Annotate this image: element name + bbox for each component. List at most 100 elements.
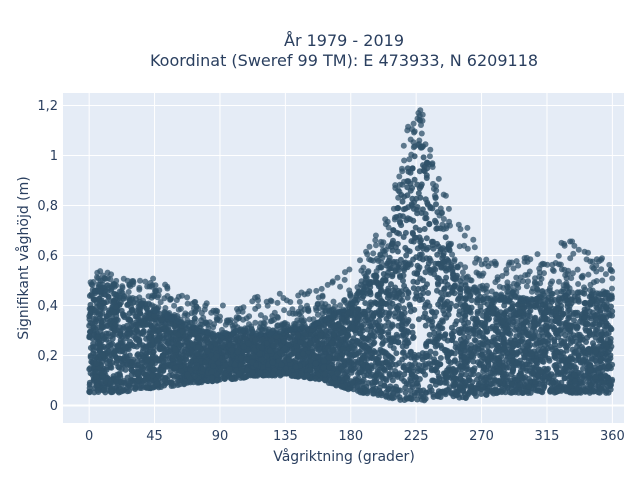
data-point	[397, 218, 403, 225]
data-point	[603, 331, 610, 338]
data-point	[551, 353, 558, 360]
data-point	[385, 329, 392, 336]
data-point	[378, 348, 385, 355]
data-point	[532, 341, 539, 348]
data-point	[469, 367, 476, 374]
data-point	[307, 340, 314, 347]
data-point	[435, 281, 442, 288]
data-point	[526, 330, 532, 337]
data-point	[538, 315, 545, 322]
data-point	[363, 387, 370, 394]
data-point	[362, 300, 369, 307]
data-point	[437, 342, 444, 349]
data-point	[155, 372, 162, 379]
data-point	[147, 362, 154, 369]
data-point	[395, 371, 402, 378]
data-point	[230, 336, 237, 343]
data-point	[428, 238, 435, 245]
data-point	[92, 354, 99, 361]
data-point	[354, 382, 361, 389]
data-point	[565, 312, 572, 319]
data-point	[422, 389, 429, 396]
data-point	[602, 319, 609, 326]
data-point	[228, 376, 235, 383]
data-point	[394, 248, 401, 255]
data-point	[434, 287, 440, 294]
data-point	[540, 338, 547, 344]
data-point	[390, 287, 397, 294]
data-point	[306, 367, 313, 373]
data-point	[477, 303, 484, 310]
data-point	[326, 364, 333, 371]
data-point	[525, 383, 532, 390]
data-point	[95, 333, 102, 340]
data-point	[425, 290, 432, 296]
data-point	[101, 387, 108, 394]
data-point	[338, 366, 345, 373]
data-point	[478, 391, 485, 397]
data-point	[388, 281, 394, 288]
data-point	[86, 322, 93, 329]
data-point	[453, 318, 460, 325]
data-point	[428, 308, 435, 315]
data-point	[103, 299, 110, 306]
data-point	[467, 388, 474, 395]
data-point	[402, 205, 409, 212]
data-point	[404, 395, 410, 402]
data-point	[563, 347, 570, 354]
data-point	[386, 372, 393, 378]
chart-title-line-1: År 1979 - 2019	[284, 31, 404, 50]
data-point	[362, 317, 369, 324]
data-point	[416, 227, 423, 234]
data-point	[377, 323, 384, 329]
data-point	[442, 278, 448, 285]
data-point	[415, 387, 422, 394]
data-point	[453, 274, 460, 281]
data-point	[456, 329, 463, 336]
data-point	[433, 365, 440, 372]
data-point	[382, 354, 389, 361]
data-point	[551, 362, 558, 369]
data-point	[427, 361, 434, 368]
data-point	[395, 267, 402, 273]
data-point	[555, 334, 562, 341]
data-point	[422, 310, 429, 317]
data-point	[423, 215, 430, 222]
data-point	[557, 326, 564, 332]
data-point	[539, 358, 546, 365]
data-point	[119, 311, 126, 318]
data-point	[423, 315, 430, 321]
data-point	[378, 287, 385, 293]
data-point	[434, 240, 440, 247]
data-point	[574, 309, 581, 316]
data-point	[435, 301, 442, 308]
data-point	[521, 348, 528, 354]
data-point	[590, 388, 597, 395]
data-point	[107, 333, 114, 340]
data-point	[594, 298, 601, 305]
data-point	[462, 371, 469, 378]
data-point	[597, 385, 604, 392]
data-point	[451, 290, 458, 297]
data-point	[501, 344, 508, 351]
data-point	[561, 375, 568, 382]
data-point	[415, 316, 422, 323]
data-point	[480, 365, 487, 372]
data-point	[447, 389, 454, 396]
data-point	[414, 271, 420, 277]
data-point	[433, 201, 439, 208]
data-point	[566, 330, 573, 337]
data-point	[540, 385, 547, 392]
data-point	[537, 368, 544, 375]
data-point	[542, 301, 549, 308]
data-point	[390, 345, 397, 352]
data-point	[328, 340, 335, 346]
data-point	[427, 348, 434, 355]
data-point	[596, 337, 602, 344]
data-point	[370, 318, 377, 325]
data-point	[437, 333, 444, 340]
data-point	[597, 307, 604, 314]
data-point	[496, 378, 503, 385]
data-point	[511, 374, 518, 381]
data-point	[539, 329, 545, 336]
